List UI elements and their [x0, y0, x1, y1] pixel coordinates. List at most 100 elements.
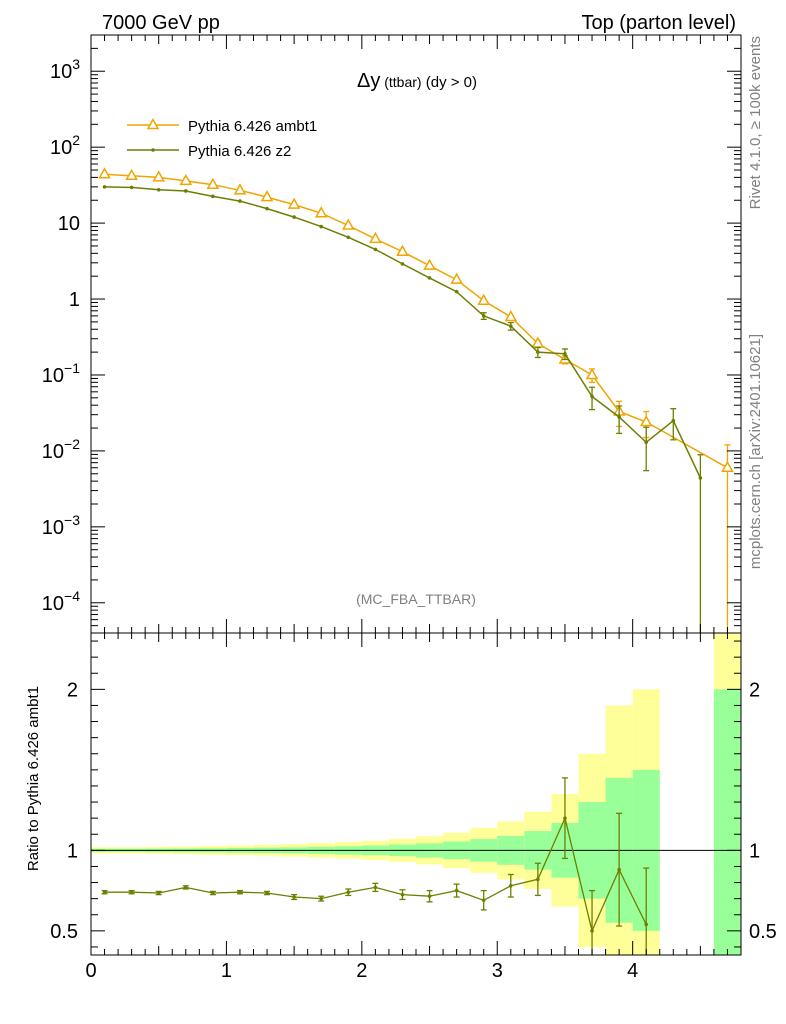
- ratio-point-z2: [400, 892, 405, 897]
- data-point-z2: [400, 262, 405, 266]
- main-ytick-label: 10−3: [42, 512, 80, 539]
- ratio-ytick-label: 2: [67, 679, 78, 701]
- ratio-series-layer: [101, 777, 650, 955]
- ratio-point-z2: [508, 883, 513, 888]
- ratio-ytick-label-right: 0.5: [749, 921, 777, 943]
- ratio-ytick-label-right: 1: [749, 840, 760, 862]
- data-point-z2: [698, 476, 703, 480]
- data-point-z2: [617, 415, 621, 419]
- legend-label-ambt1: Pythia 6.426 ambt1: [188, 118, 317, 135]
- series-line-ambt1: [104, 173, 728, 469]
- band-inner: [713, 689, 741, 955]
- ratio-point-z2: [292, 895, 296, 899]
- ratio-point-z2: [102, 890, 107, 895]
- ratio-point-z2: [373, 885, 378, 890]
- data-point-z2: [156, 187, 161, 192]
- ratio-point-z2: [183, 885, 188, 890]
- header-left: 7000 GeV pp: [102, 12, 220, 34]
- ratio-point-z2: [536, 877, 540, 882]
- main-ytick-label: 103: [50, 56, 80, 83]
- data-point-z2: [508, 324, 513, 328]
- data-point-z2: [481, 314, 486, 318]
- legend-marker-z2: [151, 148, 155, 152]
- ratio-point-z2: [265, 891, 269, 895]
- ratio-point-z2: [346, 890, 351, 895]
- data-point-ambt1: [314, 206, 328, 218]
- ratio-xtick-label: 2: [356, 960, 367, 982]
- data-point-z2: [671, 418, 676, 423]
- title-small: (ttbar): [380, 74, 421, 90]
- data-point-ambt1: [423, 258, 436, 270]
- data-point-ambt1: [585, 367, 599, 380]
- data-point-z2: [319, 224, 324, 229]
- data-point-ambt1: [125, 168, 138, 181]
- legend-marker-ambt1: [146, 117, 160, 130]
- data-point-z2: [265, 206, 269, 211]
- mcplots-label: mcplots.cern.ch [arXiv:2401.10621]: [747, 334, 764, 569]
- ratio-point-z2: [481, 898, 486, 903]
- ratio-xtick-label: 0: [85, 960, 96, 982]
- ratio-point-z2: [644, 922, 649, 927]
- data-point-ambt1: [396, 244, 409, 256]
- data-point-z2: [211, 194, 215, 199]
- ratio-point-z2: [563, 816, 567, 820]
- data-point-z2: [183, 189, 188, 193]
- ratio-point-z2: [238, 890, 242, 895]
- main-ytick-label: 102: [50, 132, 80, 159]
- data-point-z2: [292, 215, 296, 219]
- rivet-label: Rivet 4.1.0, ≥ 100k events: [747, 36, 764, 209]
- ratio-ytick-label: 0.5: [50, 921, 78, 943]
- ratio-point-z2: [427, 894, 432, 899]
- data-point-z2: [536, 350, 540, 354]
- legend-label-z2: Pythia 6.426 z2: [188, 143, 291, 160]
- data-point-ambt1: [639, 414, 653, 427]
- data-point-z2: [590, 394, 594, 399]
- data-point-z2: [102, 185, 107, 189]
- data-point-z2: [454, 289, 459, 294]
- main-ytick-label: 1: [69, 289, 80, 311]
- main-ytick-label: 10: [58, 213, 80, 235]
- legend: Pythia 6.426 ambt1 Pythia 6.426 z2: [127, 117, 317, 160]
- watermark: (MC_FBA_TTBAR): [356, 591, 476, 607]
- data-point-ambt1: [98, 167, 111, 179]
- data-point-ambt1: [287, 197, 301, 209]
- data-point-z2: [644, 440, 649, 445]
- data-point-ambt1: [369, 231, 382, 244]
- data-point-z2: [346, 235, 351, 240]
- ratio-axis: 0.5 0.5 1 1 2 2 0 1 2 3 4: [50, 633, 777, 982]
- ratio-xtick-label: 1: [221, 960, 232, 982]
- title-rest: (dy > 0): [422, 74, 477, 91]
- ratio-point-z2: [617, 867, 621, 872]
- title-main: Δy: [357, 70, 380, 92]
- ratio-xtick-label: 4: [627, 960, 638, 982]
- data-point-ambt1: [260, 190, 274, 202]
- ratio-point-z2: [454, 888, 459, 893]
- data-point-ambt1: [342, 218, 355, 230]
- data-point-ambt1: [450, 272, 463, 284]
- data-point-z2: [129, 185, 134, 190]
- data-point-ambt1: [477, 293, 490, 305]
- ratio-point-z2: [211, 891, 215, 895]
- series-line-z2: [104, 186, 702, 479]
- main-ytick-label: 10−4: [42, 588, 80, 615]
- data-point-z2: [427, 276, 432, 280]
- ratio-ylabel: Ratio to Pythia 6.426 ambt1: [25, 686, 42, 871]
- ratio-ytick-label-right: 2: [749, 679, 760, 701]
- plot-title: Δy (ttbar) (dy > 0): [357, 70, 477, 92]
- ratio-point-z2: [319, 896, 324, 901]
- data-point-ambt1: [152, 170, 165, 182]
- ratio-band-layer: [91, 633, 741, 955]
- ratio-ytick-label: 1: [67, 840, 78, 862]
- data-point-z2: [373, 247, 378, 252]
- main-ytick-label: 10−2: [42, 436, 80, 463]
- data-point-ambt1: [206, 177, 220, 189]
- ratio-point-z2: [129, 890, 134, 895]
- data-point-z2: [563, 352, 567, 356]
- data-point-ambt1: [233, 183, 247, 195]
- ratio-xtick-label: 3: [492, 960, 503, 982]
- data-point-z2: [238, 199, 242, 203]
- ratio-point-z2: [590, 929, 594, 933]
- main-series-layer: [98, 167, 734, 633]
